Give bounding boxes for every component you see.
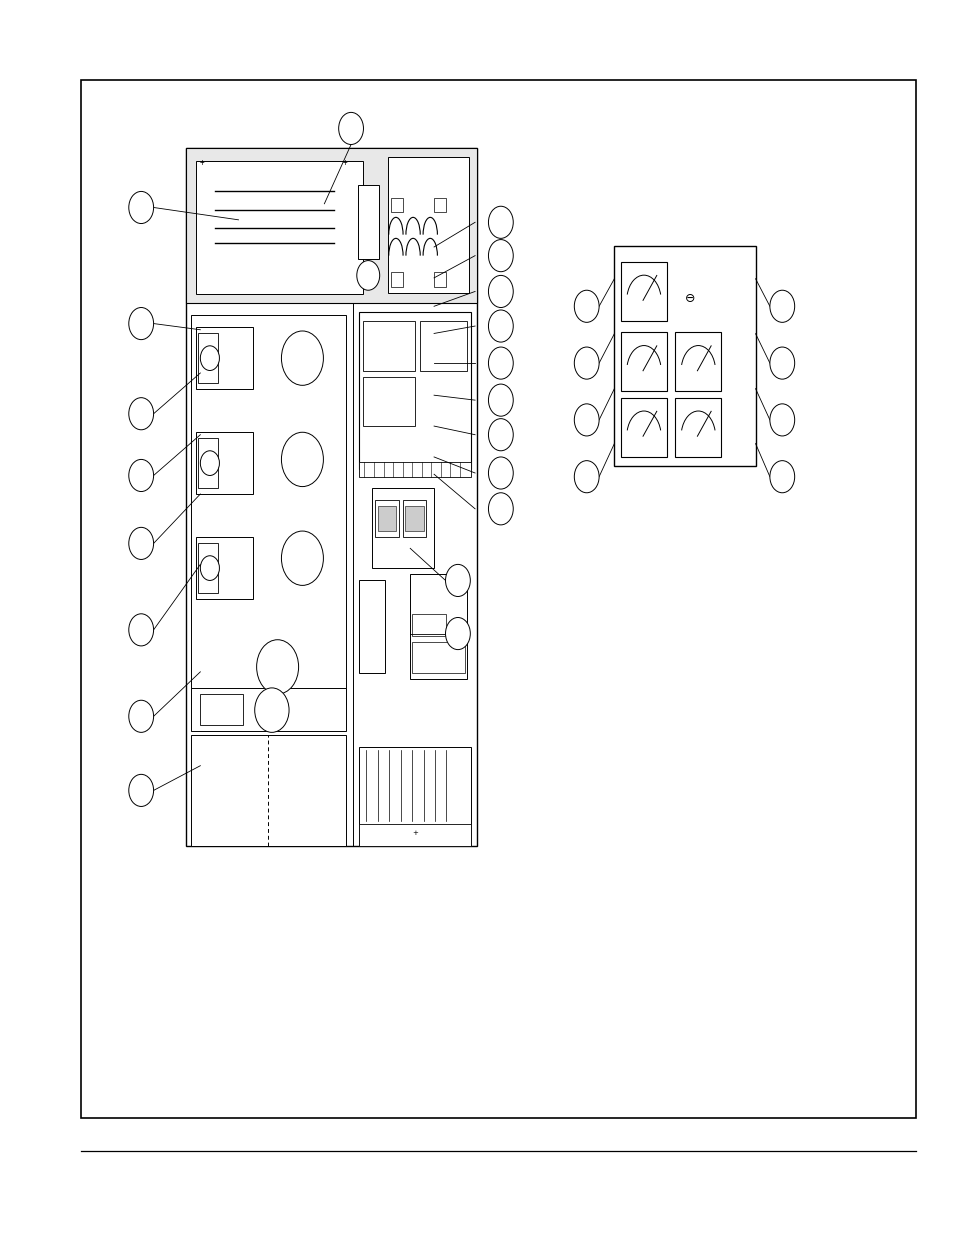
Bar: [362, 321, 415, 370]
Bar: [195, 161, 362, 294]
Bar: [198, 333, 217, 383]
Bar: [358, 462, 471, 477]
Bar: [358, 580, 385, 673]
Bar: [186, 148, 476, 846]
Bar: [412, 642, 464, 673]
Bar: [675, 398, 720, 457]
Bar: [434, 272, 445, 287]
Bar: [362, 377, 415, 426]
Circle shape: [129, 398, 153, 430]
Bar: [620, 332, 666, 391]
Bar: [372, 488, 434, 568]
Circle shape: [488, 240, 513, 272]
Bar: [620, 398, 666, 457]
Circle shape: [574, 404, 598, 436]
Circle shape: [488, 275, 513, 308]
Bar: [412, 614, 445, 636]
Circle shape: [281, 331, 323, 385]
Bar: [195, 432, 253, 494]
Bar: [200, 694, 243, 725]
Circle shape: [488, 384, 513, 416]
Circle shape: [129, 459, 153, 492]
Bar: [195, 537, 253, 599]
Bar: [620, 262, 666, 321]
Bar: [191, 315, 346, 704]
Circle shape: [488, 419, 513, 451]
Circle shape: [488, 493, 513, 525]
Circle shape: [281, 531, 323, 585]
Circle shape: [129, 614, 153, 646]
Circle shape: [129, 191, 153, 224]
Bar: [358, 747, 471, 846]
Circle shape: [445, 618, 470, 650]
Bar: [405, 506, 423, 531]
Bar: [410, 574, 467, 679]
Bar: [191, 735, 346, 846]
Bar: [402, 500, 426, 537]
Circle shape: [200, 556, 219, 580]
Bar: [191, 688, 346, 731]
Circle shape: [769, 461, 794, 493]
Circle shape: [200, 346, 219, 370]
Circle shape: [254, 688, 289, 732]
Circle shape: [129, 774, 153, 806]
Bar: [391, 198, 402, 212]
Bar: [358, 824, 471, 846]
Bar: [675, 332, 720, 391]
Circle shape: [488, 457, 513, 489]
Circle shape: [281, 432, 323, 487]
Text: +: +: [200, 158, 204, 167]
Circle shape: [356, 261, 379, 290]
Circle shape: [129, 308, 153, 340]
Bar: [375, 500, 398, 537]
Bar: [186, 148, 476, 303]
Bar: [388, 157, 469, 293]
Bar: [377, 506, 395, 531]
Bar: [195, 327, 253, 389]
Bar: [434, 198, 445, 212]
Circle shape: [769, 404, 794, 436]
Bar: [391, 272, 402, 287]
Bar: [198, 438, 217, 488]
Circle shape: [256, 640, 298, 694]
Bar: [198, 543, 217, 593]
Bar: [419, 321, 467, 370]
Circle shape: [769, 290, 794, 322]
Circle shape: [200, 451, 219, 475]
Circle shape: [129, 527, 153, 559]
Circle shape: [488, 310, 513, 342]
Bar: [357, 185, 378, 259]
Circle shape: [129, 700, 153, 732]
Text: +: +: [412, 830, 417, 836]
Circle shape: [574, 347, 598, 379]
Bar: [614, 246, 755, 466]
Text: +: +: [343, 158, 347, 167]
Text: ⊖: ⊖: [683, 293, 695, 305]
Circle shape: [488, 206, 513, 238]
Circle shape: [445, 564, 470, 597]
Circle shape: [338, 112, 363, 144]
Bar: [358, 312, 471, 469]
Circle shape: [574, 290, 598, 322]
Circle shape: [488, 347, 513, 379]
Bar: [81, 80, 915, 1118]
Circle shape: [574, 461, 598, 493]
Circle shape: [769, 347, 794, 379]
